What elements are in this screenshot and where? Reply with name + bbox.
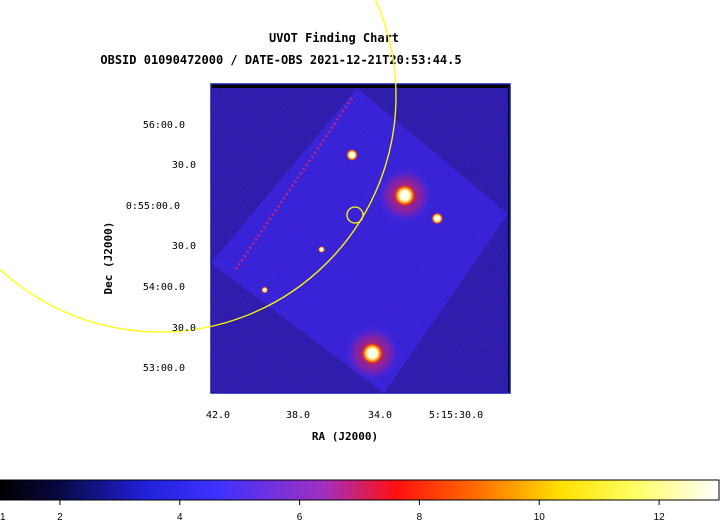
y-tick-label: 30.0 [172,241,196,252]
sky-image [211,88,508,393]
colorbar-tick-label: 10 [534,512,546,521]
x-tick-label: 38.0 [286,410,310,421]
image-frame [210,83,511,394]
exposure-noise [211,88,508,393]
y-tick-label: 56:00.0 [143,120,185,131]
x-axis-ticks: 42.0 38.0 34.0 5:15:30.0 [206,410,483,421]
x-tick-label: 42.0 [206,410,230,421]
edge-streak [232,97,354,273]
sources [261,149,444,383]
x-tick-label: 34.0 [368,410,392,421]
source-point [393,184,416,207]
y-tick-label: 0:55:00.0 [126,201,180,212]
source-point [361,342,384,365]
y-axis-ticks: 56:00.0 30.0 0:55:00.0 30.0 54:00.0 30.0… [126,120,196,374]
y-tick-label: 54:00.0 [143,282,185,293]
colorbar-min-label: 1 [0,512,6,521]
chart-subtitle: OBSID 01090472000 / DATE-OBS 2021-12-21T… [100,53,461,67]
chart-title: UVOT Finding Chart [269,31,399,45]
error-region-circle [0,0,397,333]
colorbar [0,479,720,501]
target-circle [346,206,364,224]
x-tick-label: 5:15:30.0 [429,410,483,421]
y-tick-label: 53:00.0 [143,363,185,374]
colorbar-tick-label: 6 [297,512,303,521]
source-point [318,246,326,253]
y-tick-label: 30.0 [172,160,196,171]
source-point [431,212,444,225]
source-point [261,286,269,294]
colorbar-tick-label: 8 [417,512,423,521]
colorbar-ticks: 2 4 6 8 10 12 [57,500,665,521]
y-axis-label: Dec (J2000) [102,222,115,295]
colorbar-tick-label: 4 [177,512,183,521]
x-axis-label: RA (J2000) [312,430,378,443]
source-point [345,149,358,161]
y-tick-label: 30.0 [172,323,196,334]
colorbar-tick-label: 12 [654,512,666,521]
colorbar-tick-label: 2 [57,512,63,521]
